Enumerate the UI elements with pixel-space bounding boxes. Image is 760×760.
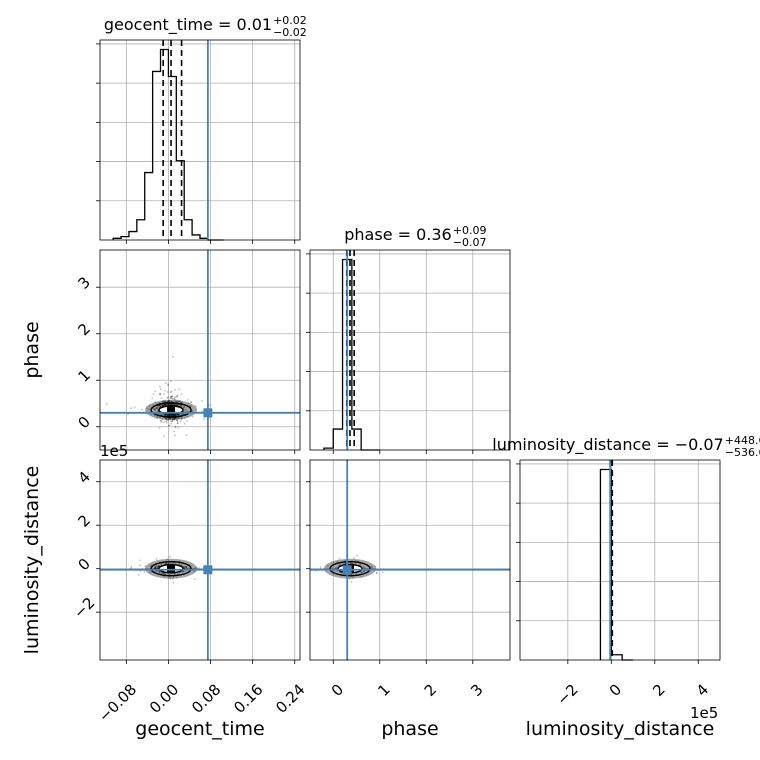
y-axis-label-phase: phase (21, 321, 43, 378)
title-lower-luminosity_distance: −536.63 (725, 446, 760, 459)
y-tick-label: 3 (75, 273, 94, 292)
axes-frame (99, 249, 301, 451)
x-tick-label: 1 (374, 680, 393, 699)
truth-marker (203, 565, 213, 575)
contour (150, 560, 192, 577)
y-tick-label: 2 (75, 511, 94, 530)
x-tick-label: 0.24 (272, 680, 308, 716)
y-tick-label: 0 (75, 555, 94, 574)
y-tick-label: −2 (70, 594, 98, 622)
x-axis-label-geocent_time: geocent_time (135, 718, 264, 740)
x-axis-label-phase: phase (381, 718, 438, 740)
title-upper-luminosity_distance: +448.62 (725, 434, 760, 447)
y-tick-label: 1 (75, 366, 94, 385)
title-upper-phase: +0.09 (453, 224, 487, 237)
truth-marker (342, 565, 352, 575)
x-tick-label: 0.08 (188, 680, 224, 716)
axes-frame (99, 39, 301, 241)
x-tick-label: 0 (606, 680, 625, 699)
axes-frame (309, 459, 511, 661)
title-upper-geocent_time: +0.02 (273, 14, 307, 27)
sample-cloud (105, 355, 211, 438)
axes-frame (309, 249, 511, 451)
x-tick-label: 3 (467, 680, 486, 699)
title-lower-geocent_time: −0.02 (273, 26, 307, 39)
x-offset-label: 1e5 (690, 704, 718, 722)
hist-panel-luminosity_distance (516, 459, 721, 664)
axes-frame (99, 459, 301, 661)
density-peak (167, 564, 176, 573)
scatter-panel-geocent_time-luminosity_distance (96, 459, 301, 664)
x-tick-label: 0.16 (230, 680, 266, 716)
truth-marker (203, 408, 213, 418)
y-tick-label: 4 (75, 468, 94, 487)
axes-frame (519, 459, 721, 661)
histogram-phase (323, 258, 380, 451)
histogram-geocent_time (112, 48, 224, 241)
x-tick-label: 4 (693, 680, 712, 699)
title-lower-phase: −0.07 (453, 236, 487, 249)
contour (150, 402, 192, 418)
y-axis-label-luminosity_distance: luminosity_distance (21, 466, 43, 655)
hist-panel-phase (306, 249, 511, 454)
scatter-panel-phase-luminosity_distance (306, 459, 511, 664)
y-offset-label: 1e5 (100, 442, 128, 460)
x-tick-label: 0 (328, 680, 347, 699)
title-geocent_time: geocent_time = 0.01 (104, 15, 272, 35)
title-phase: phase = 0.36 (344, 225, 451, 244)
histogram-luminosity_distance (599, 468, 634, 661)
title-luminosity_distance: luminosity_distance = −0.07 (492, 435, 723, 455)
scatter-panel-geocent_time-phase (96, 249, 301, 454)
x-tick-label: 2 (421, 680, 440, 699)
x-tick-label: 0.00 (146, 680, 182, 716)
y-tick-label: 2 (75, 320, 94, 339)
hist-panel-geocent_time (96, 39, 301, 244)
x-tick-label: −2 (553, 680, 581, 708)
y-tick-label: 0 (75, 413, 94, 432)
x-tick-label: 2 (649, 680, 668, 699)
density-peak (167, 406, 176, 414)
x-axis-label-luminosity_distance: luminosity_distance (526, 718, 715, 740)
x-tick-label: −0.08 (95, 680, 140, 725)
contour (329, 560, 371, 577)
